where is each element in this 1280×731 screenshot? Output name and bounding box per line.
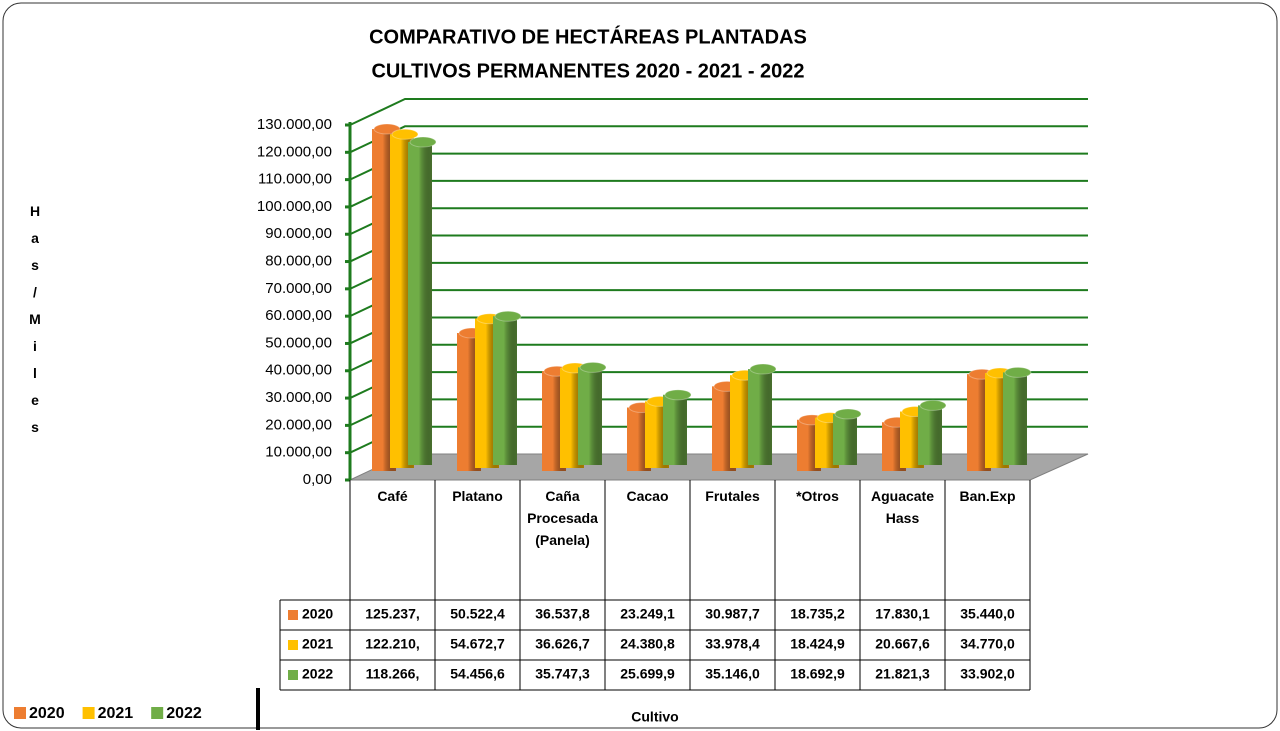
bar-shade xyxy=(408,142,432,465)
table-series-name: 2020 xyxy=(302,606,333,622)
table-cell: 33.902,0 xyxy=(960,666,1015,682)
y-tick-label: 120.000,00 xyxy=(257,143,332,160)
y-tick-label: 70.000,00 xyxy=(265,280,332,297)
y-tick-label: 10.000,00 xyxy=(265,444,332,461)
bar-shade xyxy=(493,316,517,465)
bar-top xyxy=(391,128,419,140)
table-cell: 34.770,0 xyxy=(960,636,1015,652)
grid-line xyxy=(349,98,1088,126)
bar-shade xyxy=(1003,372,1027,465)
chart-title: COMPARATIVO DE HECTÁREAS PLANTADAS xyxy=(369,25,807,48)
table-cell: 35.146,0 xyxy=(705,666,760,682)
category-label: Cacao xyxy=(626,488,668,504)
bar xyxy=(408,136,437,465)
bar-shade xyxy=(578,367,602,465)
bar xyxy=(918,399,947,465)
x-axis-title: Cultivo xyxy=(631,709,678,725)
table-cell: 25.699,9 xyxy=(620,666,675,682)
table-cell: 18.424,9 xyxy=(790,636,845,652)
table-cell: 17.830,1 xyxy=(875,606,930,622)
bar-top xyxy=(749,363,777,375)
y-tick-label: 110.000,00 xyxy=(258,171,332,188)
y-tick-label: 100.000,00 xyxy=(257,198,332,215)
legend-swatch xyxy=(151,707,164,719)
y-tick-label: 20.000,00 xyxy=(265,416,332,433)
bar-top xyxy=(409,136,437,148)
table-series-name: 2021 xyxy=(302,636,333,652)
category-label: Frutales xyxy=(705,488,760,504)
table-cell: 35.440,0 xyxy=(960,606,1015,622)
bar-top xyxy=(834,408,862,420)
table-cell: 35.747,3 xyxy=(535,666,590,682)
bar-top xyxy=(664,389,692,401)
table-cell: 125.237, xyxy=(365,606,420,622)
legend-swatch xyxy=(14,707,26,719)
legend-label: 2020 xyxy=(29,705,65,722)
category-label: Platano xyxy=(452,488,503,504)
table-cell: 36.537,8 xyxy=(535,606,590,622)
legend-label: 2021 xyxy=(98,705,134,722)
legend-swatch xyxy=(82,707,95,719)
category-label: Ban.Exp xyxy=(959,488,1015,504)
table-legend-key xyxy=(288,670,298,680)
bar-top xyxy=(494,310,522,322)
bar xyxy=(578,361,607,465)
table-cell: 50.522,4 xyxy=(450,606,505,622)
table-series-name: 2022 xyxy=(302,666,333,682)
y-tick-label: 50.000,00 xyxy=(265,334,332,351)
table-cell: 122.210, xyxy=(365,636,420,652)
table-cell: 20.667,6 xyxy=(875,636,930,652)
y-tick-label: 90.000,00 xyxy=(265,225,332,242)
table-cell: 33.978,4 xyxy=(705,636,760,652)
table-cell: 54.456,6 xyxy=(450,666,505,682)
bar xyxy=(833,408,862,465)
y-tick-label: 40.000,00 xyxy=(265,362,332,379)
category-label: Aguacate Hass xyxy=(871,488,934,526)
bar-top xyxy=(579,361,607,373)
table-cell: 30.987,7 xyxy=(705,606,760,622)
bar-shade xyxy=(663,394,687,465)
category-label: *Otros xyxy=(796,488,839,504)
table-cell: 118.266, xyxy=(366,666,420,682)
y-tick-label: 30.000,00 xyxy=(265,389,332,406)
bar-top xyxy=(919,399,947,411)
bar-top xyxy=(373,123,401,135)
y-tick-label: 130.000,00 xyxy=(257,116,332,133)
table-cell: 18.692,9 xyxy=(790,666,845,682)
bar xyxy=(663,389,692,465)
y-tick-label: 80.000,00 xyxy=(265,253,332,270)
category-label: Caña Procesada (Panela) xyxy=(527,488,598,548)
legend-label: 2022 xyxy=(166,705,202,722)
bar-top xyxy=(1004,366,1032,378)
chart-title: CULTIVOS PERMANENTES 2020 - 2021 - 2022 xyxy=(371,60,804,82)
table-cell: 23.249,1 xyxy=(620,606,675,622)
table-cell: 36.626,7 xyxy=(535,636,590,652)
category-label: Café xyxy=(377,488,408,504)
y-tick-label: 60.000,00 xyxy=(265,307,332,324)
bar xyxy=(748,363,777,465)
table-cell: 54.672,7 xyxy=(450,636,505,652)
grid-line xyxy=(349,125,1088,154)
bar-shade xyxy=(918,405,942,465)
bar-shade xyxy=(748,369,772,465)
table-cell: 18.735,2 xyxy=(790,606,845,622)
legend-separator xyxy=(256,688,260,730)
bar-shade xyxy=(833,413,857,465)
table-cell: 24.380,8 xyxy=(620,636,675,652)
y-tick-label: 0,00 xyxy=(303,471,332,488)
table-legend-key xyxy=(288,640,298,650)
bar xyxy=(1003,366,1032,465)
table-legend-key xyxy=(288,610,298,620)
table-cell: 21.821,3 xyxy=(875,666,930,682)
bar xyxy=(493,310,522,465)
